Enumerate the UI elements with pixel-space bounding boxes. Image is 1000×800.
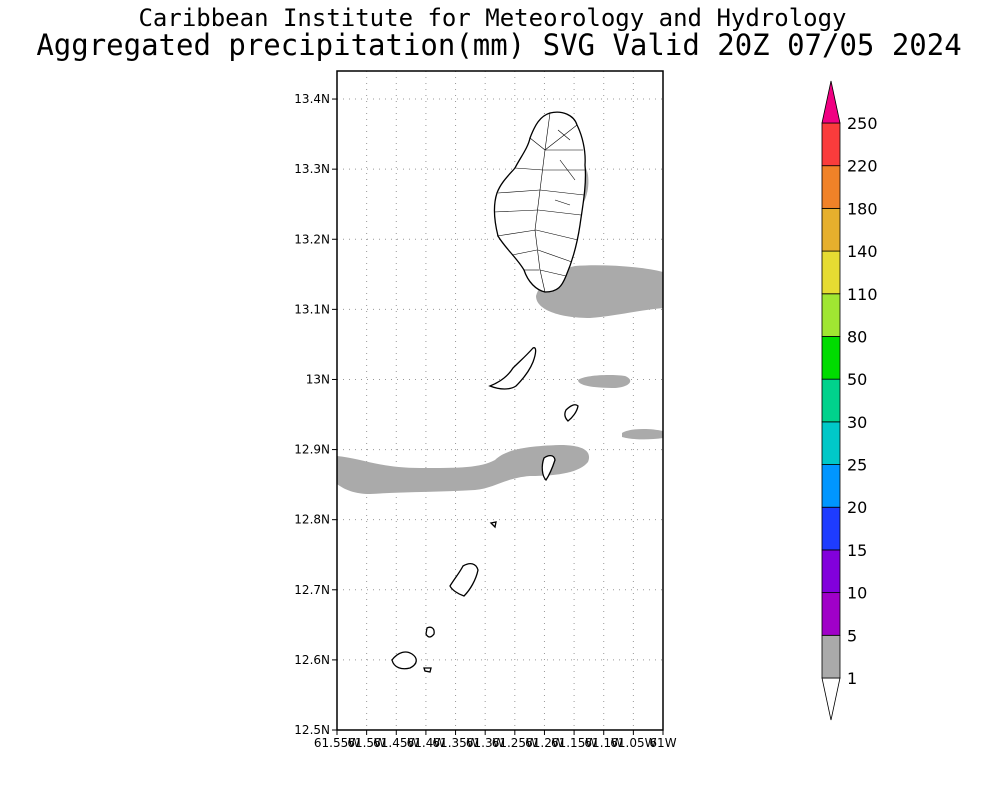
colorbar-swatch [821, 549, 841, 594]
lon-tick-label: 61W [649, 736, 676, 750]
colorbar-swatch [821, 293, 841, 337]
lat-tick-label: 13.4N [294, 92, 330, 106]
lon-tick-label: 61.25W [492, 736, 538, 750]
lon-tick-label: 61.3W [466, 736, 505, 750]
island-canouan [541, 454, 556, 482]
lat-tick-label: 12.7N [294, 583, 330, 597]
island-small-south [423, 667, 432, 673]
colorbar-label: 220 [847, 157, 878, 176]
colorbar-label: 1 [847, 669, 857, 688]
colorbar-label: 15 [847, 541, 867, 560]
colorbar-label: 250 [847, 114, 878, 133]
colorbar-label: 30 [847, 413, 867, 432]
colorbar-high-arrow [821, 80, 841, 124]
colorbar-swatch [821, 506, 841, 551]
axis-ticks: 13.4N 13.3N 13.2N 13.1N 13N 12.9N 12.8N 12.7N 12… [294, 92, 676, 750]
lat-tick-label: 13.1N [294, 302, 330, 316]
colorbar-swatch [821, 464, 841, 508]
map-title-line1: Caribbean Institute for Meteorology and … [138, 4, 847, 32]
lon-tick-label: 61.05W [610, 736, 656, 750]
colorbar-label: 180 [847, 199, 878, 218]
precip-area-far-east [622, 428, 663, 440]
island-petite-martinique [425, 626, 435, 638]
map-title-line2: Aggregated precipitation(mm) SVG Valid 2… [36, 28, 962, 62]
colorbar-label: 20 [847, 498, 867, 517]
colorbar-label: 110 [847, 285, 878, 304]
lon-tick-label: 61.55W [314, 736, 360, 750]
lon-tick-label: 61.4W [407, 736, 446, 750]
lat-tick-label: 12.8N [294, 513, 330, 527]
colorbar-label: 5 [847, 626, 857, 645]
precip-area-north-east [536, 265, 663, 318]
lat-tick-label: 12.9N [294, 443, 330, 457]
island-carriacou [449, 563, 479, 597]
lat-tick-label: 13N [306, 372, 330, 386]
colorbar-swatch [821, 634, 841, 679]
island-st-vincent [493, 111, 587, 293]
colorbar-swatch [821, 336, 841, 380]
lat-tick-label: 13.2N [294, 232, 330, 246]
lon-tick-label: 61.5W [347, 736, 386, 750]
lon-tick-label: 61.2W [525, 736, 564, 750]
coastlines [391, 111, 587, 673]
lon-tick-label: 61.1W [584, 736, 623, 750]
colorbar-swatch [821, 207, 841, 252]
lat-tick-label: 12.6N [294, 653, 330, 667]
map-frame [336, 70, 664, 731]
grid-lines [337, 71, 663, 730]
colorbar-swatch [821, 122, 841, 167]
lon-tick-label: 61.15W [551, 736, 597, 750]
colorbar-label: 25 [847, 456, 867, 475]
island-bequia [488, 347, 537, 390]
colorbar-label: 50 [847, 370, 867, 389]
lon-tick-label: 61.45W [373, 736, 419, 750]
colorbar-swatch [821, 592, 841, 636]
colorbar-low-arrow [821, 677, 841, 721]
colorbar-swatch [821, 421, 841, 465]
colorbar-label: 80 [847, 327, 867, 346]
colorbar-label: 10 [847, 584, 867, 603]
precip-area-south-band [337, 445, 590, 494]
island-union [391, 651, 417, 670]
colorbar-label: 140 [847, 242, 878, 261]
lon-tick-label: 61.35W [432, 736, 478, 750]
island-mayreau [489, 521, 497, 529]
colorbar-swatch [821, 378, 841, 423]
precip-area-small-east [578, 375, 631, 388]
lat-tick-label: 13.3N [294, 162, 330, 176]
island-mustique [564, 404, 579, 422]
watershed-lines [493, 112, 586, 293]
colorbar-swatch [821, 165, 841, 209]
lat-tick-label: 12.5N [294, 723, 330, 737]
colorbar-swatch [821, 250, 841, 295]
